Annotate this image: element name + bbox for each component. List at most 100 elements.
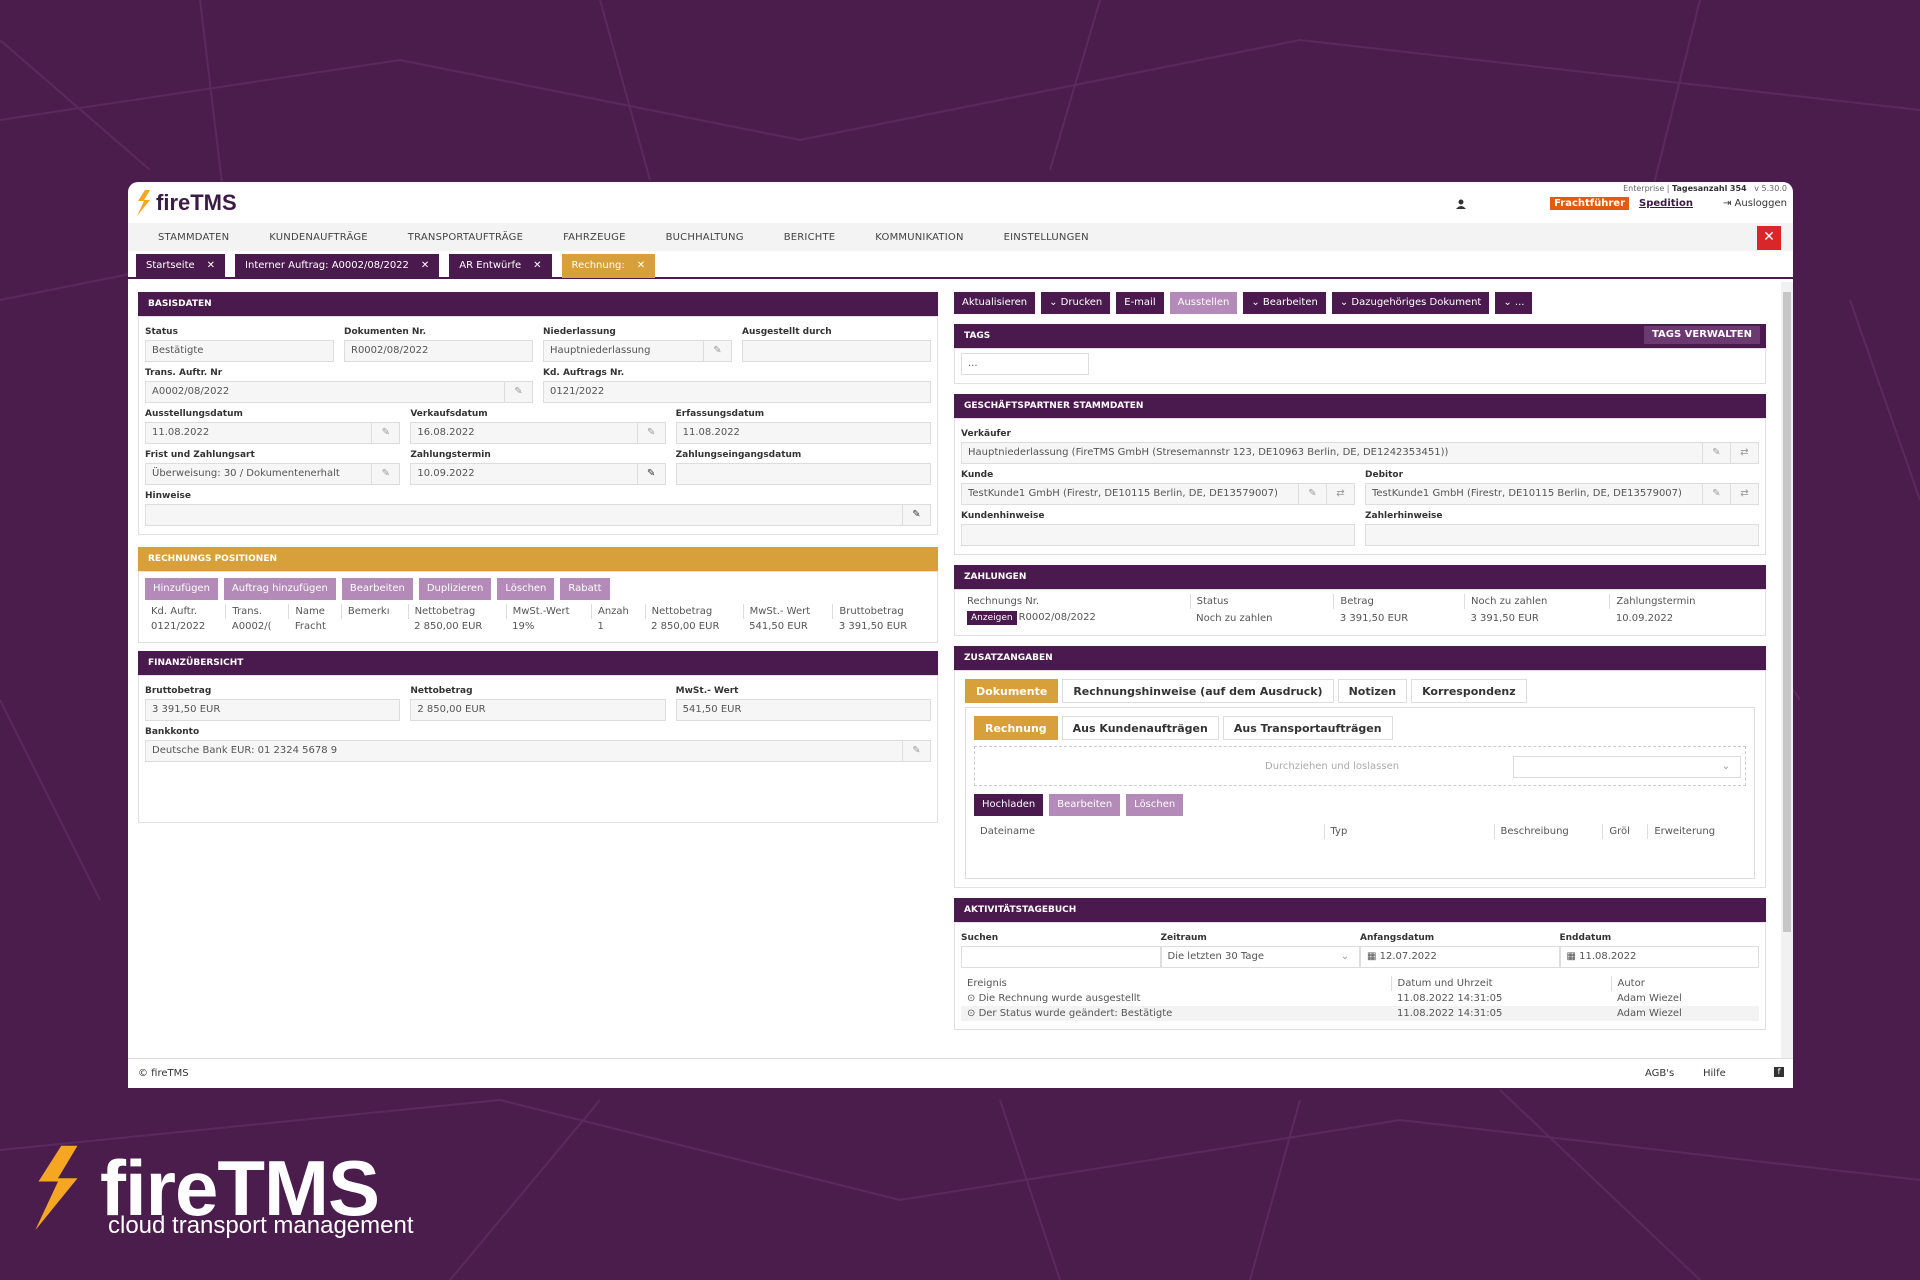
kd-auftrags-field[interactable]: 0121/2022 xyxy=(543,381,931,403)
col-header[interactable]: Rechnungs Nr. xyxy=(961,594,1191,609)
edit-icon[interactable]: ✎ xyxy=(703,341,731,361)
dropzone-select[interactable]: ⌄ xyxy=(1513,756,1741,778)
logout-link[interactable]: ⇥ Ausloggen xyxy=(1723,198,1787,209)
debitor-field[interactable]: TestKunde1 GmbH (Firestr, DE10115 Berlin… xyxy=(1365,483,1759,505)
tags-input[interactable]: ... xyxy=(961,353,1089,375)
duplizieren-button[interactable]: Duplizieren xyxy=(418,578,492,600)
nav-stammdaten[interactable]: STAMMDATEN xyxy=(158,231,230,243)
verkaufsdatum-field[interactable]: 16.08.2022 ✎ xyxy=(410,422,666,444)
edit-icon[interactable]: ✎ xyxy=(371,423,399,443)
nav-transportauftraege[interactable]: TRANSPORTAUFTRÄGE xyxy=(407,231,524,243)
bankkonto-field[interactable]: Deutsche Bank EUR: 01 2324 5678 9 ✎ xyxy=(145,740,931,762)
agb-link[interactable]: AGB's xyxy=(1645,1068,1675,1079)
edit-icon[interactable]: ✎ xyxy=(636,423,665,443)
facebook-icon[interactable]: f xyxy=(1774,1067,1784,1077)
bearbeiten-button[interactable]: Bearbeiten xyxy=(341,578,413,600)
close-tab-icon[interactable]: ✕ xyxy=(533,260,542,271)
tab-rechnungshinweise[interactable]: Rechnungshinweise (auf dem Ausdruck) xyxy=(1062,679,1334,703)
ausgestellt-durch-field[interactable] xyxy=(742,340,931,362)
carrier-button[interactable]: Frachtführer xyxy=(1550,197,1630,210)
swap-icon[interactable]: ⇄ xyxy=(1730,443,1758,463)
nav-buchhaltung[interactable]: BUCHHALTUNG xyxy=(665,231,744,243)
mwst-field[interactable]: 541,50 EUR xyxy=(675,699,931,721)
col-header[interactable]: Gröl xyxy=(1602,824,1649,839)
netto-field[interactable]: 2 850,00 EUR xyxy=(410,699,666,721)
close-icon[interactable]: ✕ xyxy=(1757,226,1781,250)
anfangsdatum-field[interactable]: ▦ 12.07.2022 xyxy=(1360,946,1560,968)
tab-ar-entwuerfe[interactable]: AR Entwürfe ✕ xyxy=(449,254,552,278)
col-header[interactable]: Ereignis xyxy=(961,976,1392,991)
user-icon[interactable] xyxy=(1456,199,1466,212)
ausstellen-button[interactable]: Ausstellen xyxy=(1169,292,1238,314)
edit-icon[interactable]: ✎ xyxy=(902,505,930,525)
swap-icon[interactable]: ⇄ xyxy=(1326,484,1354,504)
col-header[interactable]: Nettobetrag xyxy=(645,604,744,619)
bearbeiten-dok-button[interactable]: Bearbeiten xyxy=(1049,794,1121,816)
table-row[interactable]: ⊙ Die Rechnung wurde ausgestellt 11.08.20… xyxy=(961,991,1759,1006)
edit-icon[interactable]: ✎ xyxy=(371,464,399,484)
subtab-transportauftraege[interactable]: Aus Transportaufträgen xyxy=(1222,716,1393,740)
tab-rechnung[interactable]: Rechnung: ✕ xyxy=(561,254,656,278)
anzeigen-button[interactable]: Anzeigen xyxy=(967,611,1017,625)
bearbeiten-action-button[interactable]: ⌄ Bearbeiten xyxy=(1243,292,1326,314)
edit-icon[interactable]: ✎ xyxy=(902,741,930,761)
kunde-field[interactable]: TestKunde1 GmbH (Firestr, DE10115 Berlin… xyxy=(961,483,1355,505)
col-header[interactable]: Bruttobetrag xyxy=(839,606,904,617)
loeschen-button[interactable]: Löschen xyxy=(497,578,555,600)
zahlerhinweise-field[interactable] xyxy=(1365,524,1759,546)
col-header[interactable]: Name xyxy=(288,604,342,619)
hilfe-link[interactable]: Hilfe xyxy=(1703,1068,1726,1079)
ausstellungsdatum-field[interactable]: 11.08.2022 ✎ xyxy=(145,422,401,444)
col-header[interactable]: Autor xyxy=(1617,978,1645,989)
col-header[interactable]: Nettobetrag xyxy=(408,604,507,619)
trans-auftr-field[interactable]: A0002/08/2022 ✎ xyxy=(145,381,533,403)
forwarding-link[interactable]: Spedition xyxy=(1639,198,1693,209)
table-row[interactable]: ⊙ Der Status wurde geändert: Bestätigte 1… xyxy=(961,1006,1759,1021)
scrollbar[interactable] xyxy=(1781,282,1793,1058)
verkaeufer-field[interactable]: Hauptniederlassung (FireTMS GmbH (Strese… xyxy=(961,442,1759,464)
close-tab-icon[interactable]: ✕ xyxy=(636,260,646,271)
hinweise-field[interactable]: ✎ xyxy=(145,504,931,526)
auftrag-hinzufuegen-button[interactable]: Auftrag hinzufügen xyxy=(223,578,336,600)
edit-icon[interactable]: ✎ xyxy=(504,382,532,402)
col-header[interactable]: Zahlungstermin xyxy=(1616,596,1696,607)
col-header[interactable]: Anzah xyxy=(591,604,646,619)
nav-kundenauftraege[interactable]: KUNDENAUFTRÄGE xyxy=(269,231,368,243)
col-header[interactable]: Bemerkı xyxy=(341,604,409,619)
scrollbar-thumb[interactable] xyxy=(1783,292,1791,932)
zahlungseingang-field[interactable] xyxy=(675,463,931,485)
email-button[interactable]: E-mail xyxy=(1116,292,1164,314)
table-row[interactable]: 0121/2022 A0002/(Fracht 2 850,00 EUR 19% 1 2 … xyxy=(145,619,931,634)
loeschen-dok-button[interactable]: Löschen xyxy=(1126,794,1184,816)
col-header[interactable]: MwSt.- Wert xyxy=(743,604,834,619)
col-header[interactable]: Noch zu zahlen xyxy=(1464,594,1611,609)
subtab-rechnung[interactable]: Rechnung xyxy=(974,716,1058,740)
app-logo[interactable]: fireTMS xyxy=(136,190,237,216)
nav-fahrzeuge[interactable]: FAHRZEUGE xyxy=(563,231,626,243)
tab-korrespondenz[interactable]: Korrespondenz xyxy=(1411,679,1527,703)
col-header[interactable]: Trans. xyxy=(225,604,290,619)
nav-berichte[interactable]: BERICHTE xyxy=(783,231,836,243)
tab-startseite[interactable]: Startseite ✕ xyxy=(136,254,226,278)
subtab-kundenauftraege[interactable]: Aus Kundenaufträgen xyxy=(1061,716,1219,740)
nav-kommunikation[interactable]: KOMMUNIKATION xyxy=(875,231,964,243)
col-header[interactable]: Erweiterung xyxy=(1654,826,1716,837)
hochladen-button[interactable]: Hochladen xyxy=(974,794,1044,816)
col-header[interactable]: Betrag xyxy=(1333,594,1465,609)
close-tab-icon[interactable]: ✕ xyxy=(206,260,216,271)
swap-icon[interactable]: ⇄ xyxy=(1730,484,1758,504)
edit-icon[interactable]: ✎ xyxy=(1702,443,1730,463)
tags-verwalten-button[interactable]: Tags verwalten xyxy=(1643,326,1760,344)
edit-icon[interactable]: ✎ xyxy=(636,464,665,484)
status-field[interactable]: Bestätigte xyxy=(145,340,334,362)
col-header[interactable]: Beschreibung xyxy=(1494,824,1604,839)
zeitraum-select[interactable]: Die letzten 30 Tage ⌄ xyxy=(1160,946,1360,968)
table-row[interactable]: Anzeigen R0002/08/2022 Noch zu zahlen 3 391… xyxy=(961,609,1759,627)
edit-icon[interactable]: ✎ xyxy=(1702,484,1730,504)
drucken-button[interactable]: ⌄ Drucken xyxy=(1041,292,1111,314)
hinzufuegen-button[interactable]: Hinzufügen xyxy=(145,578,218,600)
rabatt-button[interactable]: Rabatt xyxy=(560,578,610,600)
zahlungstermin-field[interactable]: 10.09.2022 ✎ xyxy=(410,463,666,485)
tab-notizen[interactable]: Notizen xyxy=(1337,679,1408,703)
col-header[interactable]: Dateiname xyxy=(974,824,1325,839)
